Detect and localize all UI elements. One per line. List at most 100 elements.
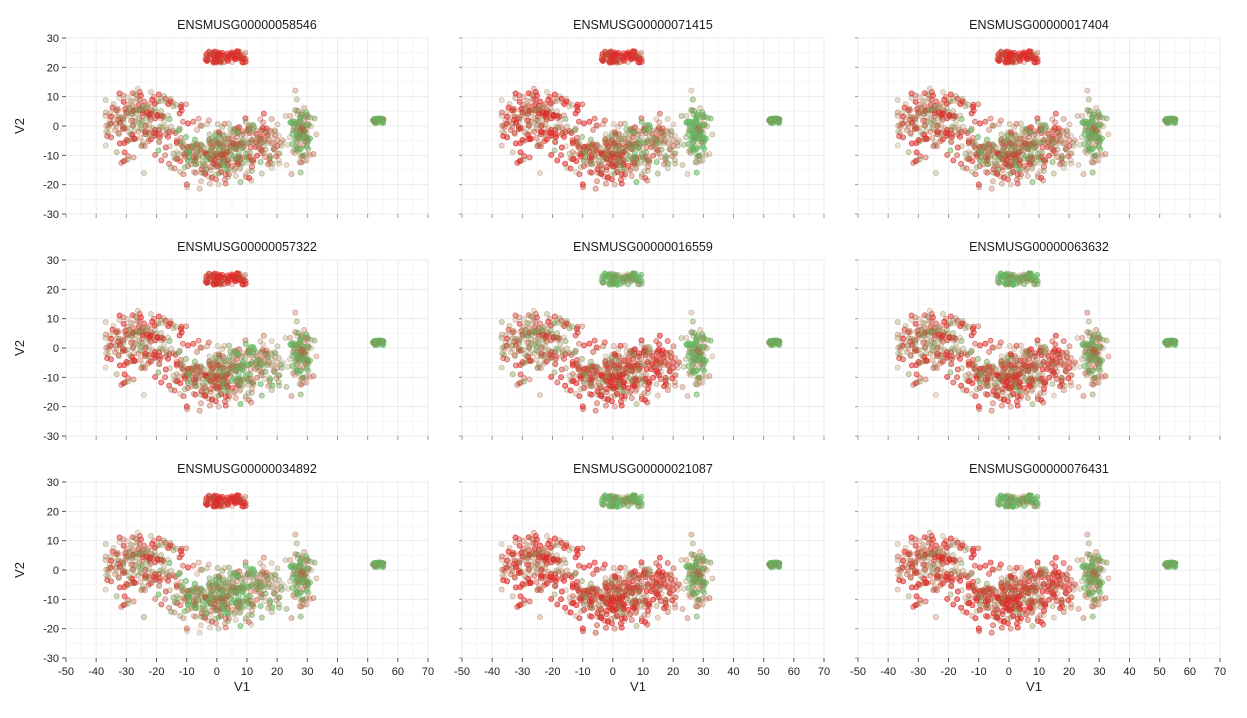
scatter-point (135, 323, 142, 330)
scatter-point (104, 355, 111, 362)
scatter-point (176, 110, 183, 117)
scatter-point (218, 169, 225, 175)
scatter-point (913, 149, 920, 156)
scatter-point (571, 349, 578, 356)
scatter-point (175, 373, 182, 380)
y-tick-label: 20 (47, 62, 59, 74)
scatter-point (649, 139, 656, 146)
panel-title: ENSMUSG00000057322 (177, 240, 317, 254)
scatter-point (610, 343, 617, 349)
scatter-point (230, 51, 237, 58)
scatter-point (1060, 116, 1067, 123)
scatter-point (987, 115, 994, 122)
scatter-point (621, 379, 627, 386)
scatter-point (1002, 280, 1009, 286)
y-tick-label: -20 (43, 402, 59, 414)
scatter-point (678, 113, 685, 120)
scatter-point (376, 339, 383, 345)
scatter-point (617, 280, 623, 287)
scatter-point (685, 352, 692, 359)
scatter-point (573, 390, 579, 397)
scatter-point (551, 369, 558, 376)
scatter-point (162, 374, 169, 381)
scatter-point (183, 101, 190, 108)
scatter-point (138, 142, 145, 149)
scatter-point (293, 342, 300, 349)
scatter-point (633, 401, 640, 407)
scatter-point (656, 332, 663, 339)
scatter-point (299, 346, 306, 353)
scatter-point (697, 105, 704, 111)
scatter-point (557, 118, 564, 125)
scatter-point (1004, 171, 1011, 178)
scatter-point (693, 169, 700, 176)
scatter-point (670, 121, 677, 128)
scatter-point (947, 91, 954, 98)
scatter-point (509, 371, 516, 378)
scatter-point (250, 354, 257, 361)
scatter-point (516, 314, 523, 321)
scatter-point (253, 127, 259, 134)
scatter-point (232, 395, 239, 401)
scatter-point (129, 90, 136, 97)
scatter-point (1002, 160, 1009, 167)
scatter-point (171, 165, 178, 172)
scatter-point (124, 101, 131, 108)
scatter-point (654, 348, 660, 355)
scatter-point (646, 132, 653, 139)
scatter-point (625, 384, 632, 391)
scatter-point (265, 136, 272, 143)
facet-panel: ENSMUSG00000071415 (459, 18, 825, 218)
scatter-point (946, 112, 953, 119)
y-tick-label: 0 (53, 343, 59, 355)
scatter-point (274, 137, 281, 144)
scatter-point (1055, 125, 1062, 132)
scatter-point (579, 356, 585, 362)
scatter-point (278, 142, 285, 149)
scatter-point (996, 278, 1003, 285)
scatter-point (649, 361, 656, 368)
scatter-point (217, 167, 224, 174)
scatter-point (273, 375, 280, 382)
scatter-point (225, 120, 232, 127)
scatter-point (678, 335, 685, 342)
scatter-point (1059, 154, 1066, 161)
scatter-point (258, 348, 264, 355)
scatter-point (239, 377, 246, 383)
scatter-point (110, 322, 117, 329)
scatter-point (530, 95, 537, 102)
scatter-point (242, 171, 249, 178)
scatter-point (905, 107, 912, 114)
scatter-point (283, 383, 290, 390)
scatter-point (580, 379, 587, 386)
scatter-point (1093, 105, 1100, 111)
scatter-point (998, 180, 1005, 187)
scatter-point (1100, 114, 1107, 121)
scatter-point (594, 400, 600, 407)
scatter-point (183, 323, 190, 330)
scatter-point (699, 336, 706, 343)
scatter-point (121, 371, 128, 378)
scatter-point (108, 113, 114, 120)
scatter-point (680, 363, 687, 370)
scatter-point (196, 185, 203, 192)
scatter-point (694, 375, 701, 382)
scatter-point (203, 166, 210, 173)
scatter-point (509, 329, 516, 336)
scatter-point (590, 348, 597, 355)
scatter-point (499, 344, 506, 351)
scatter-point (196, 407, 203, 414)
scatter-point (664, 165, 671, 171)
scatter-point (614, 274, 621, 281)
scatter-point (133, 109, 140, 116)
scatter-point (1009, 167, 1016, 174)
scatter-point (559, 321, 566, 328)
scatter-point (659, 347, 666, 354)
scatter-point (237, 365, 244, 371)
scatter-point (1105, 131, 1112, 138)
scatter-point (173, 156, 180, 163)
scatter-point (284, 363, 291, 370)
scatter-point (552, 361, 559, 368)
scatter-point (688, 329, 695, 336)
scatter-point (149, 124, 156, 131)
